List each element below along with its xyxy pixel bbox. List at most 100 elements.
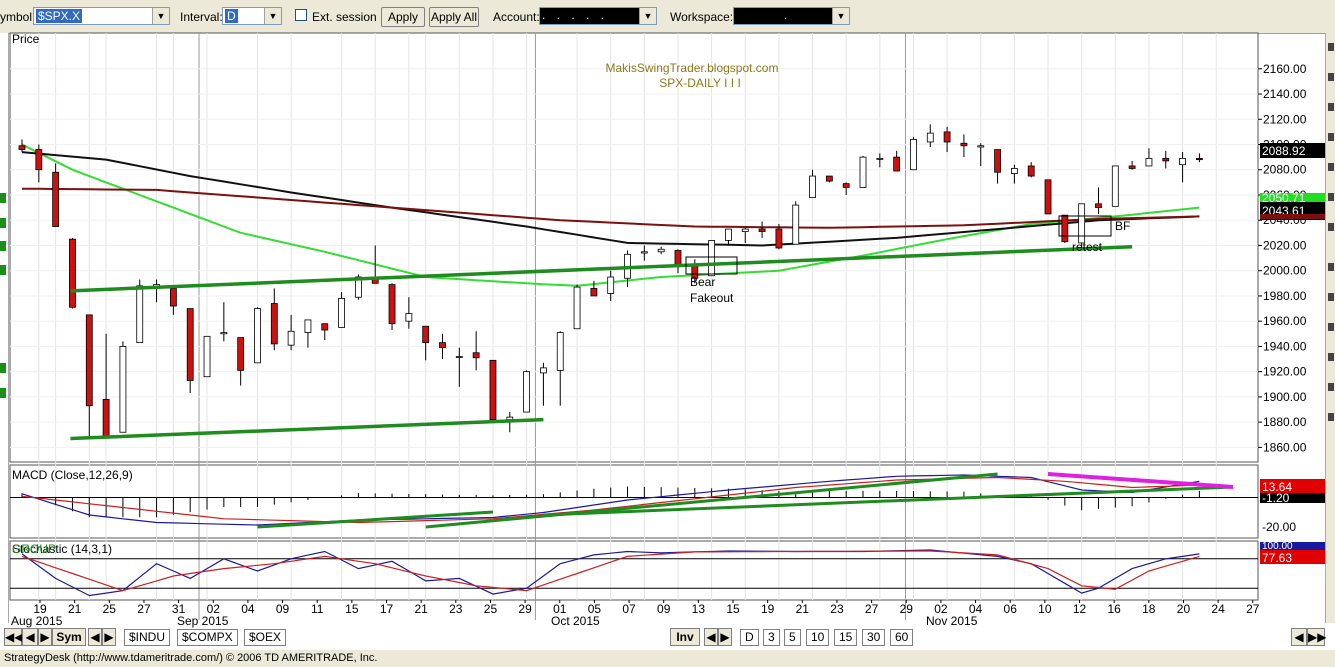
interval-combo[interactable]: D ▼ <box>222 7 282 25</box>
sym-prev-button[interactable]: ◀ <box>88 628 102 646</box>
tool-icon[interactable] <box>1328 263 1334 271</box>
interval-tab-15[interactable]: 15 <box>834 629 858 646</box>
inv-button[interactable]: Inv <box>670 628 700 646</box>
tool-icon[interactable] <box>1328 103 1334 111</box>
account-value[interactable]: . . . . . <box>540 8 644 24</box>
symbol-combo[interactable]: $SPX.X ▼ <box>33 7 170 25</box>
tool-icon[interactable] <box>1328 413 1334 421</box>
candle-down <box>775 228 783 249</box>
tool-icon[interactable] <box>1328 353 1334 361</box>
x-tick-label: 21 <box>796 602 810 616</box>
tab-compx[interactable]: $COMPX <box>177 629 238 646</box>
interval-tab-3[interactable]: 3 <box>763 629 780 646</box>
candle-up <box>809 175 816 198</box>
prev-button[interactable]: ◀ <box>22 628 38 646</box>
interval-tab-60[interactable]: 60 <box>890 629 914 646</box>
tool-icon[interactable] <box>0 388 6 398</box>
chevron-down-icon[interactable]: ▼ <box>639 8 656 24</box>
ext-session-checkbox[interactable] <box>295 9 307 21</box>
interval-tab-10[interactable]: 10 <box>806 629 830 646</box>
macd-tag <box>1260 479 1325 493</box>
toolbar: ymbol: $SPX.X ▼ Interval: D ▼ Ext. sessi… <box>0 0 1335 34</box>
tab-indu[interactable]: $INDU <box>124 629 171 646</box>
workspace-value[interactable]: . <box>734 8 837 24</box>
tab-oex[interactable]: $OEX <box>244 629 287 646</box>
candle-down <box>1061 214 1069 243</box>
tool-icon[interactable] <box>0 241 6 251</box>
interval-tab-5[interactable]: 5 <box>784 629 801 646</box>
candle-down <box>1027 165 1035 177</box>
inv-prev-button[interactable]: ◀ <box>704 628 718 646</box>
candle-up <box>573 286 581 330</box>
x-tick-label: 31 <box>172 602 186 616</box>
sym-next-button[interactable]: ▶ <box>102 628 116 646</box>
tool-icon[interactable] <box>1328 43 1334 51</box>
candle-down <box>388 284 396 325</box>
scroll-left-button[interactable]: ◀ <box>1291 628 1307 646</box>
candle-up <box>136 285 144 344</box>
price-tick-label: 2020.00 <box>1263 238 1307 252</box>
inv-next-button[interactable]: ▶ <box>718 628 732 646</box>
first-page-button[interactable]: ◀◀ <box>4 628 24 646</box>
candle-down <box>422 325 430 344</box>
candle-up <box>338 298 345 328</box>
chevron-down-icon[interactable]: ▼ <box>264 8 281 24</box>
tool-icon[interactable] <box>0 265 6 275</box>
account-combo[interactable]: . . . . . ▼ <box>539 7 657 25</box>
x-tick-label: 04 <box>969 602 983 616</box>
candle-down <box>489 359 497 421</box>
chevron-down-icon[interactable]: ▼ <box>832 8 849 24</box>
candle-up <box>977 145 985 148</box>
candle-up <box>910 139 917 171</box>
tool-icon[interactable] <box>1328 223 1334 231</box>
tool-icon[interactable] <box>1328 383 1334 391</box>
workspace-combo[interactable]: . ▼ <box>733 7 850 25</box>
x-tick-label: 17 <box>380 602 394 616</box>
interval-tab-30[interactable]: 30 <box>862 629 886 646</box>
x-tick-label: 09 <box>657 602 671 616</box>
tool-icon[interactable] <box>0 193 6 203</box>
sym-button[interactable]: Sym <box>52 628 86 646</box>
stoch-d-line <box>21 550 1200 592</box>
candle-down <box>893 156 901 172</box>
macd-scale-low: -20.00 <box>1262 520 1296 534</box>
price-tick-label: 1860.00 <box>1263 440 1307 454</box>
x-tick-label: 16 <box>1107 602 1121 616</box>
account-label: Account: <box>493 10 540 24</box>
candle-up <box>254 308 261 364</box>
x-tick-label: 12 <box>1073 602 1087 616</box>
macd-trendline <box>543 485 1234 517</box>
chevron-down-icon[interactable]: ▼ <box>152 8 169 24</box>
x-tick-label: 21 <box>68 602 82 616</box>
symbol-value[interactable]: $SPX.X <box>36 9 83 23</box>
series-line-ema <box>21 187 1200 229</box>
candle-down <box>237 337 245 371</box>
interval-value[interactable]: D <box>225 9 238 23</box>
tool-icon[interactable] <box>1328 193 1334 201</box>
tool-icon[interactable] <box>1328 323 1334 331</box>
price-tick-label: 2120.00 <box>1263 112 1307 126</box>
tool-icon[interactable] <box>1328 73 1334 81</box>
next-button[interactable]: ▶ <box>38 628 52 646</box>
tool-icon[interactable] <box>1328 133 1334 141</box>
panel-frame <box>9 540 1259 601</box>
apply-all-button[interactable]: Apply All <box>429 7 479 27</box>
symbol-label: ymbol: <box>0 10 36 24</box>
scroll-right-button[interactable]: ▶▶ <box>1307 628 1327 646</box>
tool-icon[interactable] <box>1328 293 1334 301</box>
annotation-bear: Bear <box>690 275 715 289</box>
stoch-title: Stochastic (14,3,1) <box>12 542 112 556</box>
tool-icon[interactable] <box>0 363 6 373</box>
sma-short-tag <box>1260 193 1325 203</box>
tool-icon[interactable] <box>1328 163 1334 171</box>
candle-down <box>960 142 968 147</box>
interval-tab-d[interactable]: D <box>740 629 759 646</box>
workspace-label: Workspace: <box>670 10 734 24</box>
price-tick-label: 2080.00 <box>1263 163 1307 177</box>
apply-button[interactable]: Apply <box>381 7 425 27</box>
annotation-bf: BF <box>1115 219 1130 233</box>
panel-frame <box>9 32 1259 463</box>
tool-icon[interactable] <box>0 218 6 228</box>
candle-up <box>1010 168 1018 174</box>
